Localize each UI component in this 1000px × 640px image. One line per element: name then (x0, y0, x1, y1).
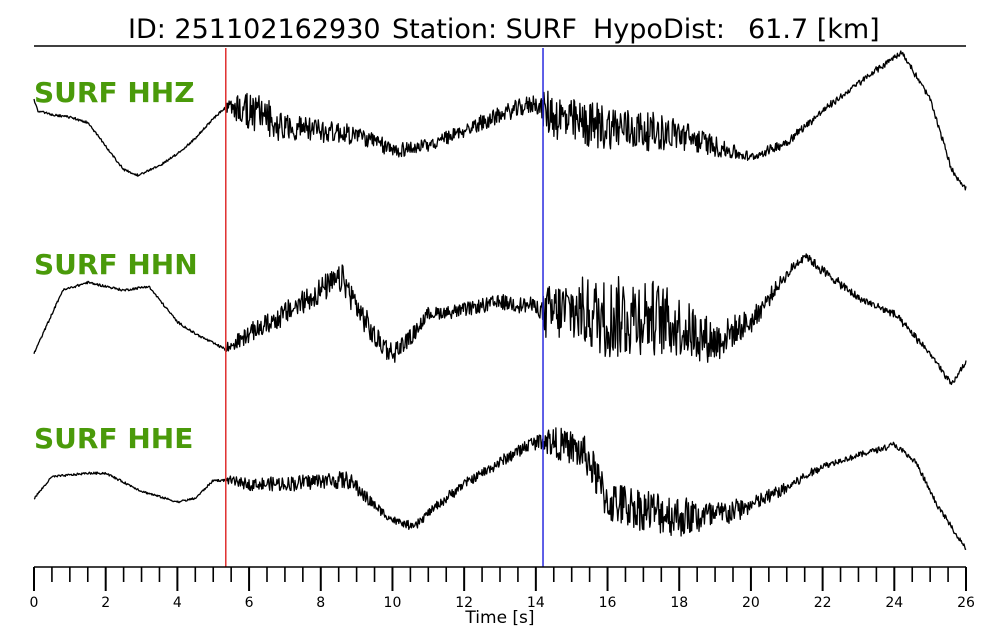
axis-tick-labels: 0 2 4 6 8 10 12 14 16 18 20 22 24 26 (30, 595, 975, 611)
tick-label: 20 (742, 595, 760, 611)
event-id-label: ID: 251102162930 (128, 14, 381, 45)
trace-label-2: SURF HHN (34, 248, 198, 281)
trace-label-1: SURF HHZ (34, 76, 195, 109)
station-label: Station: SURF (392, 14, 577, 45)
x-axis-label: Time [s] (464, 608, 534, 628)
waveform-trace-1 (33, 50, 967, 191)
trace-label-3: SURF HHE (34, 422, 193, 455)
tick-label: 2 (101, 595, 110, 611)
hypodist-value: 61.7 [km] (748, 14, 880, 45)
tick-label: 10 (384, 595, 402, 611)
tick-label: 4 (173, 595, 182, 611)
trace-labels: SURF HHZ SURF HHN SURF HHE (34, 76, 198, 455)
waveform-trace-3 (33, 427, 967, 551)
tick-label: 22 (814, 595, 832, 611)
tick-label: 16 (599, 595, 617, 611)
title-block: ID: 251102162930 Station: SURF HypoDist:… (128, 14, 880, 45)
traces (33, 50, 967, 551)
tick-label: 8 (316, 595, 325, 611)
tick-label: 26 (957, 595, 975, 611)
tick-label: 14 (527, 595, 545, 611)
tick-label: 6 (245, 595, 254, 611)
hypodist-label: HypoDist: (593, 14, 725, 45)
tick-label: 0 (30, 595, 39, 611)
pick-lines (225, 48, 544, 567)
waveform-trace-2 (33, 253, 967, 386)
axis-ticks (33, 567, 967, 591)
time-axis: 0 2 4 6 8 10 12 14 16 18 20 22 24 26 Time [s] (30, 566, 975, 628)
tick-label: 24 (885, 595, 903, 611)
tick-label: 12 (455, 595, 473, 611)
tick-label: 18 (670, 595, 688, 611)
